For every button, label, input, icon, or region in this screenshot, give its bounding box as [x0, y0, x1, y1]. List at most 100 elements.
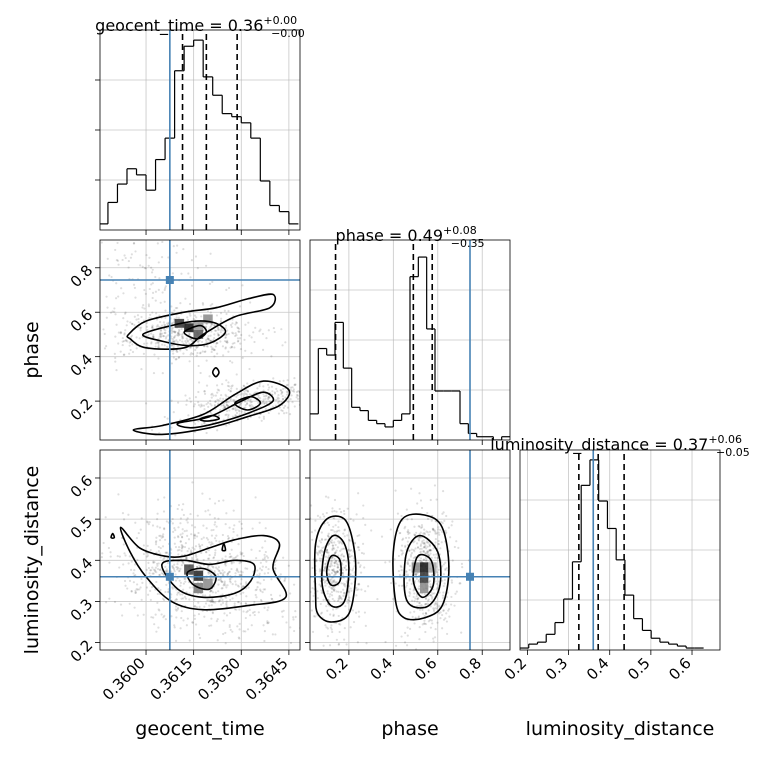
sample-geocent_time-vs-phase-1-211: [264, 395, 267, 398]
sample-phase-vs-luminosity_distance-1-94: [418, 547, 422, 551]
sample-phase-vs-luminosity_distance-1-296: [432, 527, 435, 530]
sample-geocent_time-vs-luminosity_distance-0-872: [209, 543, 212, 546]
sample-phase-vs-luminosity_distance-0-452: [342, 594, 345, 597]
sample-geocent_time-vs-phase-1-90: [200, 403, 203, 406]
sample-geocent_time-vs-luminosity_distance-0-715: [159, 556, 162, 559]
sample-phase-vs-luminosity_distance-1-548: [394, 489, 397, 492]
sample-geocent_time-vs-phase-2-38: [105, 295, 108, 298]
sample-geocent_time-vs-luminosity_distance-0-714: [138, 588, 141, 591]
sample-geocent_time-vs-phase-0-495: [170, 337, 173, 340]
sample-phase-vs-luminosity_distance-0-397: [357, 561, 360, 564]
sample-phase-vs-luminosity_distance-1-492: [434, 628, 437, 631]
sample-geocent_time-vs-luminosity_distance-0-175: [266, 621, 269, 624]
sample-geocent_time-vs-phase-0-139: [227, 332, 230, 336]
sample-geocent_time-vs-luminosity_distance-0-515: [190, 556, 194, 559]
sample-phase-vs-luminosity_distance-1-16: [416, 502, 419, 505]
sample-phase-vs-luminosity_distance-1-254: [417, 525, 420, 528]
sample-geocent_time-vs-phase-1-326: [232, 407, 235, 410]
sample-geocent_time-vs-phase-0-501: [217, 334, 220, 337]
sample-geocent_time-vs-phase-2-21: [155, 318, 159, 321]
sample-geocent_time-vs-phase-1-209: [313, 374, 315, 376]
sample-geocent_time-vs-phase-0-65: [155, 312, 158, 315]
sample-phase-vs-luminosity_distance-1-325: [424, 612, 428, 615]
sample-phase-vs-luminosity_distance-1-37: [436, 605, 439, 608]
sample-geocent_time-vs-phase-1-380: [280, 391, 284, 394]
sample-geocent_time-vs-phase-0-32: [250, 336, 253, 339]
sample-phase-vs-luminosity_distance-0-389: [327, 551, 330, 554]
sample-phase-vs-luminosity_distance-1-403: [423, 622, 426, 625]
sample-geocent_time-vs-phase-0-408: [270, 355, 273, 358]
sample-geocent_time-vs-luminosity_distance-0-275: [256, 581, 259, 584]
sample-phase-vs-luminosity_distance-0-359: [316, 597, 320, 600]
sample-geocent_time-vs-luminosity_distance-0-507: [224, 559, 227, 562]
sample-phase-vs-luminosity_distance-1-157: [419, 536, 422, 539]
sample-phase-vs-luminosity_distance-1-170: [417, 536, 421, 539]
sample-geocent_time-vs-luminosity_distance-0-874: [206, 538, 210, 541]
sample-geocent_time-vs-luminosity_distance-0-588: [177, 570, 181, 573]
sample-geocent_time-vs-luminosity_distance-0-349: [211, 600, 214, 603]
sample-phase-vs-luminosity_distance-1-183: [417, 616, 420, 619]
sample-geocent_time-vs-luminosity_distance-0-326: [173, 626, 176, 629]
sample-phase-vs-luminosity_distance-0-474: [335, 530, 338, 533]
sample-geocent_time-vs-phase-0-110: [164, 329, 167, 332]
sample-geocent_time-vs-phase-0-208: [152, 371, 156, 375]
sample-geocent_time-vs-phase-0-375: [220, 317, 223, 320]
sample-phase-vs-luminosity_distance-0-186: [334, 551, 337, 554]
sample-geocent_time-vs-luminosity_distance-0-101: [176, 591, 179, 594]
sample-geocent_time-vs-phase-1-411: [201, 404, 204, 407]
sample-geocent_time-vs-phase-0-508: [237, 327, 240, 330]
sample-phase-vs-luminosity_distance-0-217: [344, 585, 347, 588]
sample-phase-vs-luminosity_distance-1-545: [414, 534, 417, 537]
sample-geocent_time-vs-luminosity_distance-0-743: [210, 534, 214, 537]
sample-geocent_time-vs-luminosity_distance-0-365: [179, 540, 182, 543]
xtick-label-luminosity_distance-1: 0.3: [542, 654, 572, 684]
sample-geocent_time-vs-luminosity_distance-0-461: [274, 567, 277, 570]
sample-phase-vs-luminosity_distance-1-369: [429, 586, 432, 589]
sample-geocent_time-vs-luminosity_distance-0-186: [266, 622, 269, 625]
sample-phase-vs-luminosity_distance-0-182: [327, 572, 330, 575]
sample-geocent_time-vs-phase-2-56: [151, 311, 154, 314]
sample-geocent_time-vs-phase-0-116: [281, 344, 284, 347]
contour-geocent_time-vs-phase-6: [199, 414, 220, 422]
sample-phase-vs-luminosity_distance-1-368: [409, 611, 412, 614]
sample-phase-vs-luminosity_distance-0-243: [327, 556, 330, 559]
sample-geocent_time-vs-phase-0-476: [131, 322, 134, 325]
sample-geocent_time-vs-luminosity_distance-0-75: [235, 569, 238, 572]
sample-geocent_time-vs-luminosity_distance-0-9: [230, 561, 233, 564]
sample-geocent_time-vs-luminosity_distance-0-798: [240, 522, 243, 525]
sample-geocent_time-vs-phase-1-267: [291, 401, 294, 404]
sample-phase-vs-luminosity_distance-1-374: [418, 626, 421, 629]
sample-phase-vs-luminosity_distance-0-485: [331, 556, 334, 559]
sample-geocent_time-vs-luminosity_distance-0-352: [162, 535, 165, 539]
sample-geocent_time-vs-luminosity_distance-0-612: [154, 543, 158, 546]
truth-marker-geocent_time-vs-phase: [165, 276, 174, 284]
sample-geocent_time-vs-luminosity_distance-0-518: [134, 521, 137, 524]
sample-geocent_time-vs-phase-0-360: [119, 331, 123, 334]
sample-geocent_time-vs-phase-1-104: [293, 377, 296, 380]
sample-geocent_time-vs-luminosity_distance-0-233: [206, 557, 210, 560]
sample-geocent_time-vs-luminosity_distance-0-45: [185, 519, 188, 522]
sample-geocent_time-vs-luminosity_distance-0-259: [178, 548, 181, 552]
sample-phase-vs-luminosity_distance-1-106: [442, 618, 446, 621]
sample-geocent_time-vs-luminosity_distance-0-844: [219, 577, 222, 580]
sample-phase-vs-luminosity_distance-0-343: [335, 571, 338, 574]
sample-geocent_time-vs-phase-0-475: [273, 330, 276, 334]
sample-phase-vs-luminosity_distance-0-175: [338, 595, 341, 598]
sample-phase-vs-luminosity_distance-1-503: [417, 539, 421, 542]
sample-geocent_time-vs-luminosity_distance-0-765: [158, 573, 161, 577]
sample-geocent_time-vs-luminosity_distance-0-149: [221, 573, 224, 577]
sample-geocent_time-vs-luminosity_distance-0-810: [182, 513, 185, 517]
sample-geocent_time-vs-luminosity_distance-0-5: [193, 598, 196, 601]
sample-geocent_time-vs-luminosity_distance-0-522: [214, 551, 217, 555]
sample-geocent_time-vs-phase-1-293: [225, 395, 228, 398]
sample-geocent_time-vs-phase-1-175: [215, 384, 219, 387]
sample-geocent_time-vs-luminosity_distance-0-868: [181, 536, 184, 539]
sample-geocent_time-vs-phase-0-340: [225, 333, 228, 337]
sample-geocent_time-vs-luminosity_distance-0-155: [226, 605, 229, 608]
sample-phase-vs-luminosity_distance-1-190: [422, 539, 425, 542]
sample-phase-vs-luminosity_distance-0-378: [332, 588, 335, 592]
sample-geocent_time-vs-luminosity_distance-0-298: [188, 639, 191, 642]
sample-geocent_time-vs-luminosity_distance-0-266: [181, 532, 184, 535]
sample-geocent_time-vs-luminosity_distance-0-15: [155, 571, 158, 574]
